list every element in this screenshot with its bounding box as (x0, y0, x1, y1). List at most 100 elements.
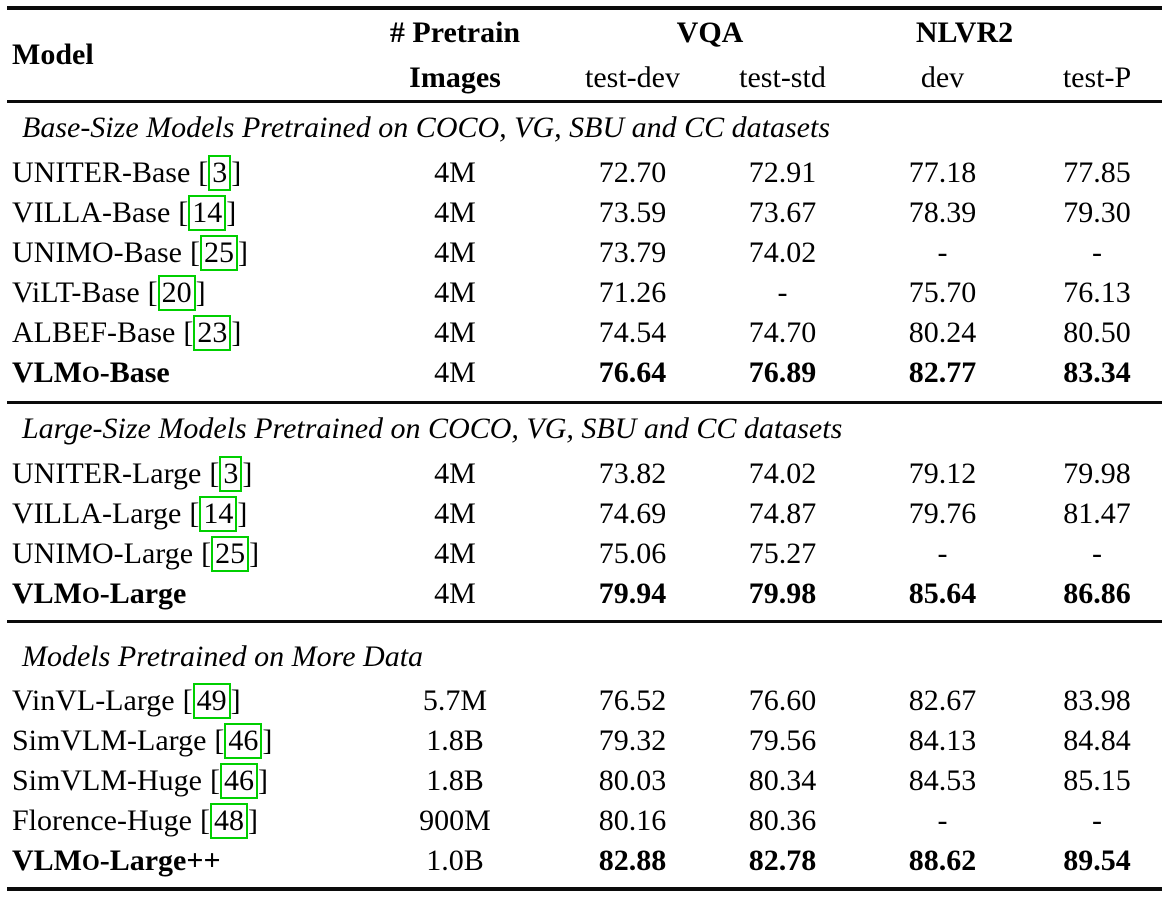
vqa-test-std-value: 75.27 (748, 537, 817, 570)
vqa-test-std-value: - (777, 276, 788, 309)
vqa-test-std-value: 80.34 (748, 764, 817, 797)
vqa-test-dev-value: 75.06 (598, 537, 667, 570)
col-group-nlvr2: NLVR2 (915, 16, 1014, 49)
nlvr2-dev-value: - (937, 804, 948, 837)
col-header-dev: dev (920, 61, 965, 94)
citation-link[interactable]: [49] (183, 683, 241, 719)
citation-number: 48 (209, 803, 248, 839)
vqa-test-std-value: 74.02 (748, 236, 817, 269)
model-name: SimVLM-Huge (12, 764, 202, 797)
citation-number: 14 (188, 195, 227, 231)
vqa-test-dev-value: 74.54 (598, 316, 667, 349)
model-cell: VLMO-Base (0, 353, 350, 393)
model-name: VinVL-Large (12, 684, 175, 717)
citation-link[interactable]: [23] (183, 315, 241, 351)
model-cell: VILLA-Large[14] (0, 494, 350, 534)
nlvr2-test-p-value: - (1092, 537, 1102, 570)
citation-open-bracket: [ (178, 196, 189, 229)
model-name: UNIMO-Base (12, 236, 182, 269)
citation-open-bracket: [ (201, 537, 212, 570)
citation-open-bracket: [ (210, 764, 220, 797)
pretrain-images-value: 4M (434, 537, 476, 570)
citation-link[interactable]: [48] (200, 803, 258, 839)
col-header-model: Model (12, 38, 94, 71)
section-title: Large-Size Models Pretrained on COCO, VG… (22, 412, 843, 445)
vqa-test-std-value: 80.36 (748, 804, 817, 837)
nlvr2-test-p-value: 85.15 (1063, 764, 1131, 797)
vqa-test-dev-value: 73.82 (598, 457, 667, 490)
citation-number: 46 (220, 763, 258, 799)
citation-number: 25 (211, 536, 250, 572)
pretrain-images-value: 900M (419, 804, 491, 837)
citation-number: 3 (208, 155, 232, 191)
citation-link[interactable]: [25] (189, 235, 248, 271)
vqa-test-dev-value: 74.69 (598, 497, 667, 530)
model-cell: Florence-Huge[48] (0, 801, 350, 841)
header-rule (7, 100, 1162, 103)
citation-open-bracket: [ (147, 276, 158, 309)
model-cell: SimVLM-Huge[46] (0, 761, 350, 801)
nlvr2-test-p-value: 89.54 (1063, 844, 1131, 877)
model-cell: SimVLM-Large[46] (0, 721, 350, 761)
nlvr2-test-p-value: 77.85 (1063, 156, 1131, 189)
nlvr2-test-p-value: 79.98 (1063, 457, 1131, 490)
citation-close-bracket: ] (230, 684, 241, 717)
nlvr2-dev-value: 78.39 (908, 196, 977, 229)
section-more-data: Models Pretrained on More Data VinVL-Lar… (0, 623, 1169, 887)
section-title: Base-Size Models Pretrained on COCO, VG,… (22, 111, 830, 144)
col-header-test-p: test-P (1062, 61, 1132, 94)
nlvr2-test-p-value: 79.30 (1063, 196, 1131, 229)
nlvr2-test-p-value: 83.98 (1063, 684, 1131, 717)
nlvr2-dev-value: 79.12 (908, 457, 977, 490)
model-cell: VLMO-Large++ (0, 841, 350, 881)
model-name: UNITER-Base (12, 156, 191, 189)
citation-open-bracket: [ (189, 236, 200, 269)
citation-close-bracket: ] (195, 276, 206, 309)
citation-link[interactable]: [25] (201, 536, 259, 572)
citation-link[interactable]: [14] (189, 496, 247, 532)
model-cell: UNIMO-Base[25] (0, 233, 350, 273)
nlvr2-dev-value: - (937, 236, 948, 269)
citation-link[interactable]: [3] (209, 456, 253, 492)
nlvr2-test-p-value: 80.50 (1063, 316, 1131, 349)
pretrain-images-value: 1.8B (426, 724, 484, 757)
citation-number: 23 (193, 315, 232, 351)
vqa-test-dev-value: 73.79 (598, 236, 667, 269)
citation-open-bracket: [ (183, 316, 194, 349)
citation-number: 3 (219, 456, 243, 492)
citation-link[interactable]: [14] (178, 195, 237, 231)
table-top-rule (7, 6, 1162, 10)
citation-link[interactable]: [46] (210, 763, 268, 799)
citation-open-bracket: [ (189, 497, 200, 530)
citation-close-bracket: ] (242, 457, 253, 490)
vqa-test-std-value: 74.02 (748, 457, 817, 490)
pretrain-images-value: 4M (434, 457, 476, 490)
nlvr2-dev-value: 84.13 (908, 724, 977, 757)
nlvr2-dev-value: 75.70 (908, 276, 977, 309)
section-large-size: Large-Size Models Pretrained on COCO, VG… (0, 404, 1169, 620)
col-header-pretrain-line1: # Pretrain (389, 16, 521, 49)
citation-close-bracket: ] (226, 196, 237, 229)
model-name: VILLA-Large (12, 497, 182, 530)
citation-number: 20 (157, 275, 196, 311)
model-name: UNITER-Large (12, 457, 202, 490)
pretrain-images-value: 4M (434, 236, 476, 269)
citation-link[interactable]: [20] (147, 275, 206, 311)
nlvr2-dev-value: 80.24 (908, 316, 977, 349)
model-cell: UNITER-Base[3] (0, 153, 350, 193)
nlvr2-dev-value: 84.53 (908, 764, 977, 797)
citation-link[interactable]: [3] (198, 155, 242, 191)
nlvr2-test-p-value: 81.47 (1063, 497, 1131, 530)
vqa-test-dev-value: 80.16 (598, 804, 667, 837)
model-name: ViLT-Base (12, 276, 140, 309)
vqa-test-std-value: 76.60 (748, 684, 817, 717)
vqa-test-std-value: 74.87 (748, 497, 817, 530)
pretrain-images-value: 4M (434, 276, 476, 309)
citation-close-bracket: ] (231, 156, 242, 189)
pretrain-images-value: 4M (434, 356, 476, 389)
citation-link[interactable]: [46] (214, 723, 272, 759)
col-header-test-std: test-std (739, 61, 826, 94)
pretrain-images-value: 4M (434, 497, 476, 530)
nlvr2-test-p-value: - (1092, 236, 1102, 269)
